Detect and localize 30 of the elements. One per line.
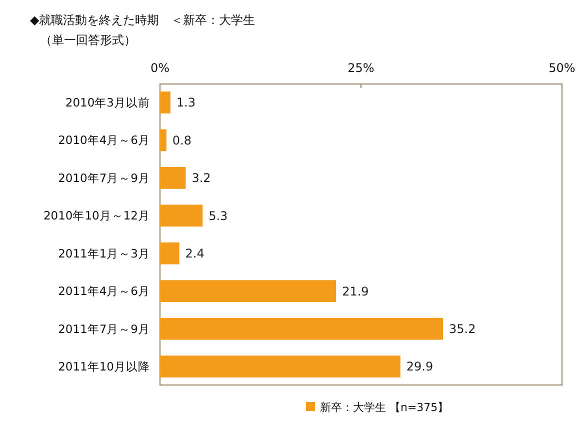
- y-tick-label: 2011年1月～3月: [58, 246, 150, 260]
- x-tick-label: 25%: [348, 61, 374, 75]
- bar: [160, 204, 203, 227]
- chart-title: ◆就職活動を終えた時期 ＜新卒：大学生: [30, 13, 256, 27]
- bar: [160, 92, 170, 114]
- data-label: 29.9: [406, 360, 434, 374]
- bar: [160, 242, 180, 264]
- bar: [160, 166, 186, 189]
- y-tick-label: 2010年7月～9月: [58, 170, 150, 185]
- y-tick-label: 2010年10月～12月: [43, 208, 150, 223]
- bar: [160, 280, 336, 302]
- y-tick-label: 2010年3月以前: [65, 96, 150, 110]
- x-tick-label: 0%: [150, 61, 170, 75]
- bar: [160, 129, 166, 152]
- chart-subtitle: （単一回答形式）: [40, 33, 136, 47]
- legend-label: 新卒：大学生 【n=375】: [320, 401, 449, 414]
- data-label: 0.8: [172, 133, 192, 148]
- bar: [160, 356, 400, 378]
- data-label: 2.4: [185, 246, 204, 261]
- data-label: 3.2: [192, 171, 211, 186]
- y-tick-label: 2010年4月～6月: [58, 133, 150, 148]
- data-label: 21.9: [342, 284, 369, 298]
- data-label: 1.3: [176, 96, 196, 110]
- data-label: 35.2: [449, 322, 476, 336]
- bar: [160, 318, 444, 340]
- data-label: 5.3: [208, 208, 228, 223]
- y-tick-label: 2011年7月～9月: [58, 322, 150, 336]
- y-tick-label: 2011年10月以降: [58, 360, 150, 374]
- y-tick-label: 2011年4月～6月: [58, 284, 150, 298]
- x-tick-label: 50%: [548, 61, 576, 75]
